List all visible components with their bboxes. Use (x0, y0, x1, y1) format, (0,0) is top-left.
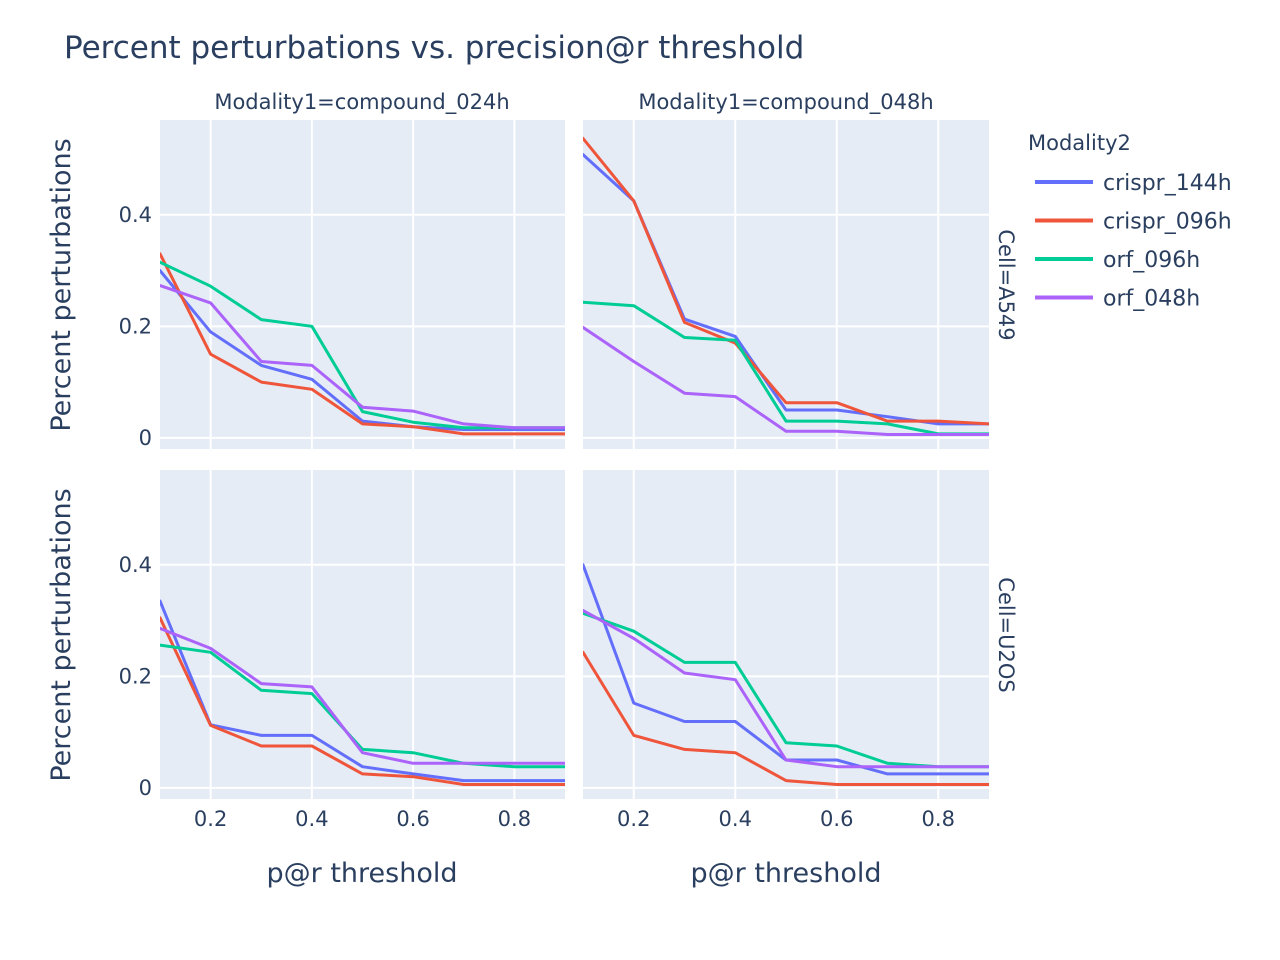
x-tick-label: 0.4 (295, 807, 328, 831)
series-line-crispr-096h (583, 136, 989, 426)
x-axis-title-left: p@r threshold (267, 858, 458, 889)
panel-background (160, 120, 565, 449)
legend-label: crispr_144h (1103, 171, 1232, 196)
x-tick-label: 0.6 (820, 807, 853, 831)
series-line-orf-048h (583, 325, 989, 436)
y-axis-title-top: Percent perturbations (46, 138, 77, 431)
y-tick-label: 0.4 (119, 553, 152, 577)
panel-background (583, 470, 989, 799)
row-label-a549: Cell=A549 (994, 229, 1018, 340)
x-tick-label: 0.8 (498, 807, 531, 831)
column-label-compound-048h: Modality1=compound_048h (638, 90, 933, 115)
panel-a549-048h (583, 120, 989, 449)
legend-item-orf-048h[interactable]: orf_048h (1035, 287, 1200, 312)
panels-layer: 0 0.2 0.4 0 0.2 0.4 0.2 0.4 0.6 0.8 0.2 0.4 0.6 0.8 (119, 120, 989, 831)
panel-a549-024h: 0 0.2 0.4 (119, 120, 565, 450)
y-tick-label: 0 (139, 426, 152, 450)
series-line-orf-096h (160, 643, 565, 769)
y-tick-label: 0 (139, 776, 152, 800)
legend-label: orf_096h (1103, 248, 1200, 273)
y-tick-label: 0.4 (119, 203, 152, 227)
panel-u2os-048h: 0.2 0.4 0.6 0.8 (583, 470, 989, 831)
panel-u2os-024h: 0 0.2 0.4 0.2 0.4 0.6 0.8 (119, 470, 565, 831)
row-label-u2os: Cell=U2OS (994, 577, 1018, 692)
legend-title: Modality2 (1028, 131, 1131, 155)
series-line-orf-048h (160, 626, 565, 765)
y-axis-title-bottom: Percent perturbations (46, 488, 77, 781)
panel-background (160, 470, 565, 799)
series-line-crispr-096h (160, 252, 565, 436)
series-group (160, 599, 565, 786)
column-label-compound-024h: Modality1=compound_024h (214, 90, 509, 115)
y-tick-label: 0.2 (119, 314, 152, 338)
x-tick-label: 0.8 (922, 807, 955, 831)
x-tick-label: 0.2 (617, 807, 650, 831)
series-line-crispr-144h (160, 599, 565, 783)
panel-background (583, 120, 989, 449)
series-group (583, 136, 989, 436)
legend-label: orf_048h (1103, 287, 1200, 312)
series-line-crispr-096h (160, 616, 565, 786)
series-line-orf-048h (583, 609, 989, 769)
series-group (583, 563, 989, 786)
series-line-crispr-144h (160, 269, 565, 431)
legend: Modality2 crispr_144h crispr_096h orf_096h… (1028, 131, 1232, 312)
series-line-orf-048h (160, 284, 565, 430)
x-axis-title-right: p@r threshold (691, 858, 882, 889)
series-line-crispr-096h (583, 650, 989, 786)
x-tick-label: 0.4 (719, 807, 752, 831)
legend-item-crispr-096h[interactable]: crispr_096h (1035, 210, 1232, 235)
legend-item-crispr-144h[interactable]: crispr_144h (1035, 171, 1232, 196)
chart-title: Percent perturbations vs. precision@r th… (64, 30, 804, 66)
y-tick-label: 0.2 (119, 664, 152, 688)
legend-item-orf-096h[interactable]: orf_096h (1035, 248, 1200, 273)
legend-label: crispr_096h (1103, 210, 1232, 235)
series-group (160, 252, 565, 436)
x-tick-label: 0.2 (194, 807, 227, 831)
series-line-orf-096h (583, 300, 989, 436)
x-tick-label: 0.6 (396, 807, 429, 831)
